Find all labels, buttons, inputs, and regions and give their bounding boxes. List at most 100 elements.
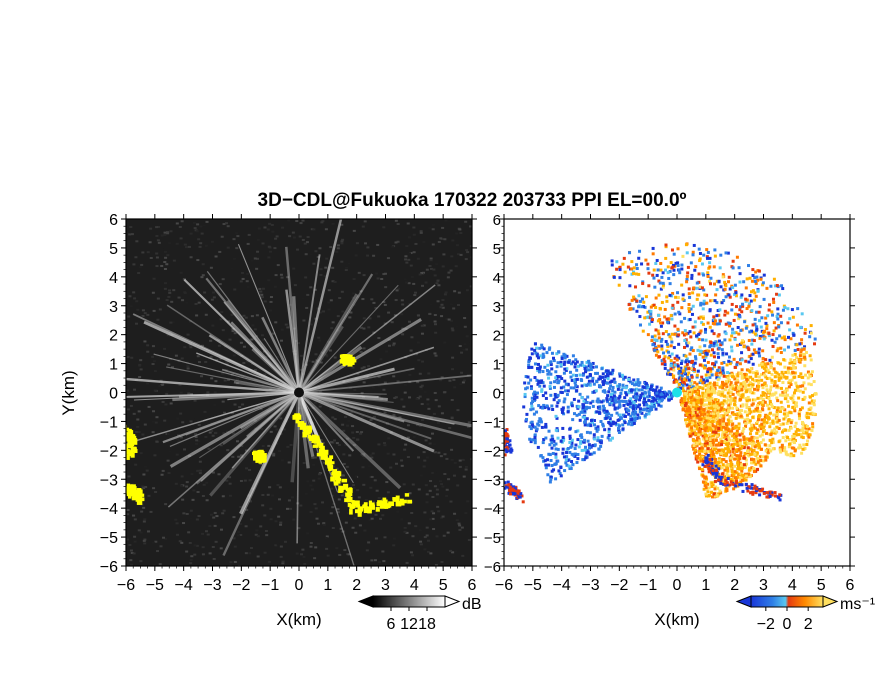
velocity-pixel <box>535 411 538 414</box>
velocity-pixel <box>792 364 795 367</box>
echo-pixel <box>131 453 135 458</box>
velocity-pixel <box>536 354 539 357</box>
noise-speck <box>404 392 407 394</box>
noise-speck <box>414 243 417 245</box>
echo-pixel <box>341 479 347 483</box>
noise-speck <box>183 448 186 450</box>
noise-speck <box>245 525 248 527</box>
y-tick-label: −5 <box>100 530 118 547</box>
velocity-pixel <box>682 293 685 296</box>
velocity-pixel <box>733 319 736 322</box>
noise-speck <box>213 558 216 560</box>
velocity-pixel <box>587 450 590 453</box>
velocity-pixel <box>665 340 668 343</box>
velocity-pixel <box>599 445 602 448</box>
velocity-pixel <box>760 423 763 426</box>
velocity-pixel <box>537 446 540 449</box>
noise-speck <box>395 220 398 222</box>
noise-speck <box>231 268 234 270</box>
noise-speck <box>146 382 149 384</box>
noise-speck <box>334 281 337 283</box>
velocity-pixel <box>664 257 667 260</box>
noise-speck <box>127 316 130 318</box>
velocity-pixel <box>793 391 796 394</box>
noise-speck <box>348 367 351 369</box>
velocity-pixel <box>709 367 712 370</box>
noise-speck <box>329 350 332 352</box>
velocity-pixel <box>710 354 713 357</box>
noise-speck <box>455 232 458 234</box>
noise-speck <box>374 314 377 316</box>
velocity-pixel <box>544 426 547 429</box>
velocity-pixel <box>724 310 727 313</box>
velocity-pixel <box>792 334 795 337</box>
noise-speck <box>147 495 150 497</box>
noise-speck <box>281 329 284 331</box>
velocity-pixel <box>709 277 712 280</box>
noise-speck <box>215 541 218 543</box>
noise-speck <box>219 283 222 285</box>
noise-speck <box>157 239 160 241</box>
velocity-pixel <box>564 356 567 359</box>
velocity-pixel <box>543 385 546 388</box>
velocity-pixel <box>563 469 566 472</box>
velocity-pixel <box>660 344 663 347</box>
noise-speck <box>270 296 273 298</box>
velocity-pixel <box>750 357 753 360</box>
noise-speck <box>466 500 469 502</box>
velocity-pixel <box>667 351 670 354</box>
velocity-pixel <box>750 367 753 370</box>
velocity-pixel <box>651 343 654 346</box>
velocity-pixel <box>780 401 783 404</box>
noise-speck <box>234 404 237 406</box>
noise-speck <box>336 442 339 444</box>
noise-speck <box>395 463 398 465</box>
velocity-pixel <box>705 248 708 251</box>
velocity-pixel <box>567 410 570 413</box>
velocity-pixel <box>563 400 566 403</box>
velocity-pixel <box>767 332 770 335</box>
velocity-pixel <box>671 248 674 251</box>
velocity-pixel <box>544 437 547 440</box>
velocity-pixel <box>761 407 764 410</box>
velocity-pixel <box>725 251 728 254</box>
noise-speck <box>279 522 282 524</box>
noise-speck <box>135 323 138 325</box>
noise-speck <box>220 529 223 531</box>
noise-speck <box>257 239 260 241</box>
noise-speck <box>178 297 181 299</box>
noise-speck <box>245 552 248 554</box>
velocity-pixel <box>758 319 761 322</box>
colorbar-tick-label: 12 <box>400 616 418 633</box>
velocity-pixel <box>684 329 687 332</box>
noise-speck <box>437 422 440 424</box>
velocity-pixel <box>560 440 563 443</box>
noise-speck <box>141 434 144 436</box>
velocity-pixel <box>775 337 778 340</box>
velocity-pixel <box>556 460 559 463</box>
velocity-pixel <box>786 453 789 456</box>
noise-speck <box>404 255 407 257</box>
y-tick-label: 1 <box>109 357 118 374</box>
velocity-pixel <box>756 404 759 407</box>
velocity-pixel <box>688 292 691 295</box>
velocity-pixel <box>734 313 737 316</box>
noise-speck <box>448 220 451 222</box>
velocity-pixel <box>534 342 537 345</box>
velocity-pixel <box>538 420 541 423</box>
velocity-pixel <box>810 332 813 335</box>
noise-speck <box>412 283 415 285</box>
noise-speck <box>183 346 186 348</box>
velocity-pixel <box>546 364 549 367</box>
noise-speck <box>318 478 321 480</box>
velocity-pixel <box>645 295 648 298</box>
velocity-pixel <box>607 377 610 380</box>
velocity-pixel <box>771 314 774 317</box>
noise-speck <box>173 260 176 262</box>
velocity-pixel <box>802 436 805 439</box>
noise-speck <box>320 268 323 270</box>
velocity-pixel <box>685 280 688 283</box>
noise-speck <box>222 278 225 280</box>
velocity-pixel <box>718 340 721 343</box>
